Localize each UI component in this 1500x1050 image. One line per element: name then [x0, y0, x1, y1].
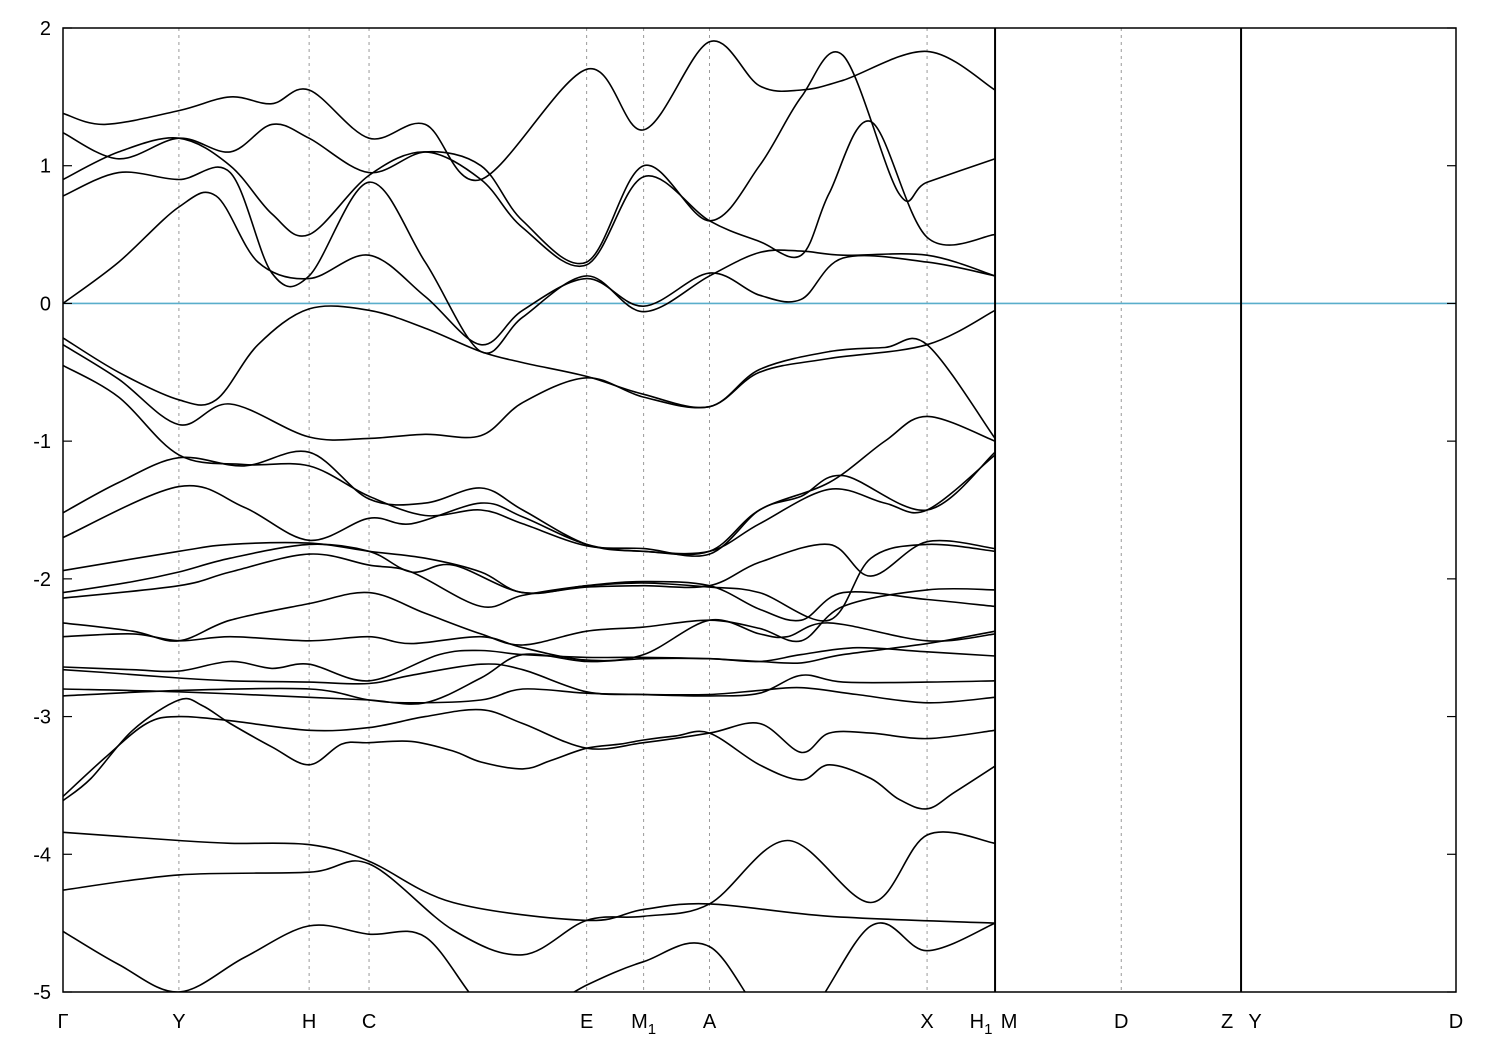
- band-line-1: [63, 697, 996, 810]
- band-line-24: [63, 922, 996, 992]
- kpoint-label-7: X: [920, 1011, 933, 1033]
- plot-frame: [62, 27, 1457, 993]
- band-line-17: [63, 191, 996, 346]
- x-axis-kpoint-labels: Γ Y H C E M1 A X H1 M D Z Y D: [57, 1011, 1463, 1038]
- kpoint-label-3: C: [362, 1011, 376, 1033]
- band-line-20: [63, 51, 996, 265]
- band-line-15: [63, 309, 996, 441]
- kpoint-label-11: Z: [1221, 1011, 1233, 1033]
- band-line-14: [63, 364, 996, 557]
- band-line-8: [63, 587, 996, 646]
- kpoint-label-9: M: [1001, 1011, 1018, 1033]
- y-axis-ticks: -5 -4 -3 -2 -1 0 1 2: [33, 18, 1456, 1004]
- band-line-6: [63, 630, 996, 682]
- kpoint-label-0: Γ: [57, 1011, 68, 1033]
- kpoint-gridlines: [178, 28, 1122, 992]
- band-line-22: [63, 831, 996, 924]
- band-line-16: [63, 305, 996, 439]
- kpoint-label-10: D: [1114, 1011, 1128, 1033]
- band-line-12: [63, 454, 996, 555]
- kpoint-label-1: Y: [172, 1011, 185, 1033]
- band-line-2: [63, 708, 996, 797]
- path-break-lines: [994, 28, 1243, 992]
- kpoint-label-2: H: [302, 1011, 316, 1033]
- y-tick-label: 0: [40, 293, 51, 315]
- band-line-4: [63, 646, 996, 705]
- kpoint-label-6: A: [703, 1011, 717, 1033]
- y-tick-label: 1: [40, 156, 51, 178]
- band-line-10: [63, 543, 996, 622]
- band-line-5: [63, 663, 996, 697]
- y-tick-label: -3: [33, 707, 51, 729]
- band-line-3: [63, 686, 996, 704]
- band-line-23: [63, 831, 996, 956]
- band-line-13: [63, 415, 996, 556]
- band-line-7: [63, 618, 996, 662]
- kpoint-label-8: H1: [970, 1011, 993, 1038]
- band-curves: [63, 40, 996, 992]
- kpoint-label-12: Y: [1248, 1011, 1261, 1033]
- kpoint-label-13: D: [1449, 1011, 1463, 1033]
- y-tick-label: -4: [33, 844, 51, 866]
- band-line-18: [63, 166, 996, 355]
- kpoint-label-4: E: [580, 1011, 593, 1033]
- band-line-19: [63, 120, 996, 268]
- band-line-21: [63, 40, 996, 182]
- band-line-9: [63, 553, 996, 622]
- band-line-11: [63, 539, 996, 594]
- y-tick-label: -5: [33, 982, 51, 1004]
- y-tick-label: 2: [40, 18, 51, 40]
- y-tick-label: -2: [33, 569, 51, 591]
- y-tick-label: -1: [33, 431, 51, 453]
- kpoint-label-5: M1: [631, 1011, 656, 1038]
